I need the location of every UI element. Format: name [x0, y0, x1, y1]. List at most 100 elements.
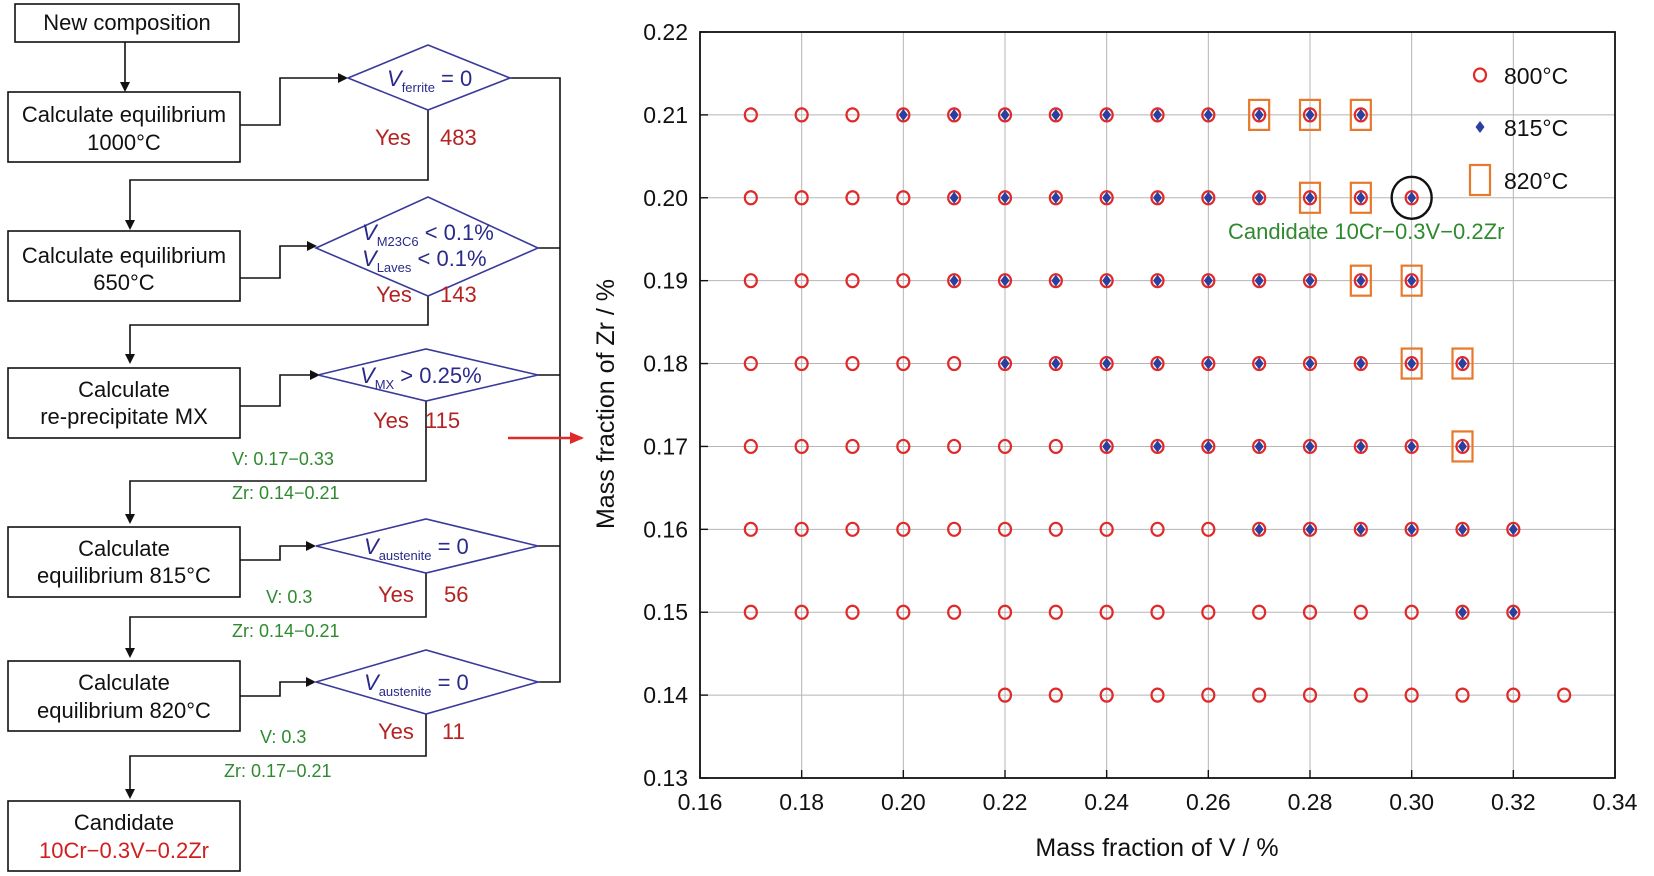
point-800c: [794, 355, 809, 372]
x-tick-label: 0.22: [983, 789, 1028, 815]
point-815c: [1305, 191, 1315, 204]
point-800c: [743, 273, 758, 289]
point-800c: [1048, 355, 1063, 372]
point-800c: [1201, 190, 1216, 206]
svg-text:650°C: 650°C: [93, 270, 155, 295]
point-820c: [1451, 430, 1474, 463]
point-800c: [1353, 355, 1368, 372]
range-v-3: V: 0.3: [260, 727, 306, 747]
point-815c: [1407, 357, 1417, 370]
legend-label: 815°C: [1504, 115, 1568, 141]
step-box-1: Calculate equilibrium 1000°C: [7, 91, 241, 163]
point-800c: [1201, 438, 1216, 455]
point-800c: [1252, 604, 1267, 620]
point-800c: [896, 107, 911, 123]
candidate-highlight-circle: [1390, 175, 1433, 220]
flowchart: New composition Calculate equilibrium 10…: [7, 3, 584, 872]
point-800c: [896, 604, 911, 620]
point-800c: [1252, 521, 1267, 537]
point-800c: [845, 355, 860, 372]
point-800c: [947, 521, 962, 537]
point-815c: [898, 108, 908, 121]
point-815c: [1203, 357, 1213, 370]
svg-text:equilibrium 820°C: equilibrium 820°C: [37, 698, 211, 723]
yes-label-3: Yes: [373, 408, 409, 433]
x-tick-label: 0.30: [1389, 789, 1434, 815]
legend-entry: 820°C: [1468, 163, 1568, 197]
point-800c: [1353, 107, 1368, 123]
point-800c: [1353, 438, 1368, 455]
point-800c: [1353, 687, 1368, 703]
point-800c: [1302, 190, 1318, 206]
point-815c: [1203, 274, 1213, 287]
point-800c: [1404, 355, 1419, 372]
svg-text:Calculate: Calculate: [78, 377, 170, 402]
point-800c: [1455, 521, 1470, 537]
flow-connectors: [120, 42, 561, 799]
point-800c: [794, 521, 809, 537]
range-v-1: V: 0.17−0.33: [232, 449, 334, 469]
point-800c: [1099, 355, 1114, 372]
point-800c: [1099, 273, 1114, 289]
point-800c: [1150, 521, 1165, 537]
point-815c: [1458, 440, 1467, 453]
point-815c: [1305, 440, 1315, 453]
point-800c: [1201, 273, 1216, 289]
point-800c: [1252, 355, 1267, 372]
point-800c: [1099, 107, 1114, 123]
point-815c: [1475, 121, 1485, 133]
point-815c: [1305, 357, 1315, 370]
point-800c: [1201, 107, 1216, 123]
point-800c: [1302, 107, 1318, 123]
svg-text:10Cr−0.3V−0.2Zr: 10Cr−0.3V−0.2Zr: [39, 838, 209, 863]
point-800c: [1252, 438, 1267, 455]
point-800c: [1302, 687, 1318, 703]
point-815c: [1458, 357, 1467, 370]
point-820c: [1248, 98, 1271, 131]
point-800c: [1252, 687, 1267, 703]
y-tick-label: 0.13: [643, 765, 688, 791]
point-800c: [1048, 521, 1063, 537]
point-815c: [1203, 440, 1213, 453]
point-800c: [997, 604, 1013, 620]
y-tick-label: 0.15: [643, 599, 688, 625]
point-815c: [1254, 108, 1264, 121]
point-800c: [1048, 604, 1063, 620]
point-815c: [1407, 191, 1417, 204]
point-800c: [1404, 604, 1419, 620]
point-800c: [1201, 604, 1216, 620]
point-820c: [1400, 264, 1423, 297]
point-800c: [1048, 273, 1063, 289]
point-800c: [1455, 687, 1470, 703]
x-tick-label: 0.16: [678, 789, 723, 815]
point-800c: [845, 521, 860, 537]
point-815c: [1254, 191, 1264, 204]
point-800c: [1472, 67, 1488, 83]
point-800c: [1302, 438, 1318, 455]
point-800c: [743, 190, 758, 206]
point-815c: [1102, 191, 1112, 204]
point-800c: [1302, 355, 1318, 372]
decision-diamond-1: [345, 44, 513, 111]
svg-text:Calculate: Calculate: [78, 536, 170, 561]
svg-text:Vaustenite = 0: Vaustenite = 0: [364, 670, 469, 699]
legend-entry: 800°C: [1472, 63, 1568, 89]
count-label-4: 56: [444, 582, 468, 607]
point-815c: [1153, 274, 1162, 287]
point-815c: [1254, 357, 1264, 370]
point-815c: [1407, 440, 1417, 453]
point-815c: [1102, 108, 1112, 121]
x-tick-label: 0.20: [881, 789, 926, 815]
point-800c: [1048, 438, 1063, 455]
point-815c: [1000, 357, 1010, 370]
step-box-2: Calculate equilibrium 650°C: [7, 230, 241, 302]
candidate-box: Candidate 10Cr−0.3V−0.2Zr: [7, 800, 241, 872]
legend: 800°C 815°C 820°C: [1468, 63, 1568, 197]
point-800c: [1150, 107, 1165, 123]
point-800c: [947, 190, 962, 206]
point-800c: [1150, 604, 1165, 620]
range-zr-1: Zr: 0.14−0.21: [232, 483, 340, 503]
svg-text:Vferrite = 0: Vferrite = 0: [387, 66, 472, 95]
point-800c: [1353, 273, 1368, 289]
